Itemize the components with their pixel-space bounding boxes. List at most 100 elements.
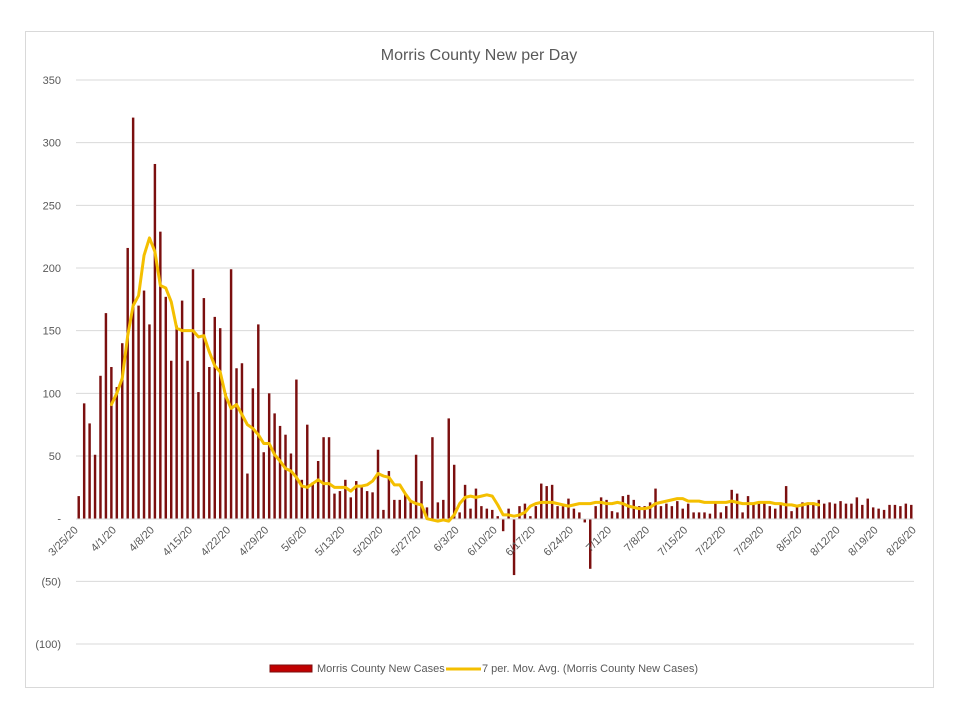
bar <box>382 509 385 519</box>
bar <box>861 504 864 519</box>
bar <box>844 503 848 519</box>
bar <box>665 503 668 519</box>
bar <box>768 506 772 519</box>
legend-label-bars: Morris County New Cases <box>317 663 445 675</box>
bar <box>197 392 200 519</box>
x-tick-label: 7/15/20 <box>656 524 690 558</box>
bar <box>855 497 859 519</box>
bar <box>175 325 178 519</box>
bar <box>240 363 244 519</box>
bar <box>752 503 755 519</box>
bar <box>180 300 184 519</box>
bar <box>267 393 271 519</box>
legend-swatch-bars <box>269 664 313 673</box>
bar <box>779 503 782 519</box>
x-tick-label: 4/15/20 <box>161 524 195 558</box>
y-tick-label: - <box>57 514 61 526</box>
bar <box>784 486 788 519</box>
x-tick-label: 7/22/20 <box>694 524 728 558</box>
bar <box>137 305 140 519</box>
bar <box>322 437 325 519</box>
bar <box>311 482 314 519</box>
bar <box>697 512 701 519</box>
bar <box>306 424 309 519</box>
bar <box>295 379 298 519</box>
bar <box>812 502 815 519</box>
bar <box>229 269 233 519</box>
moving-average-series <box>109 236 821 523</box>
bar <box>235 368 238 519</box>
bar <box>316 461 320 519</box>
bar <box>708 513 712 519</box>
bar <box>93 454 97 519</box>
bar <box>746 496 750 519</box>
y-tick-label: 200 <box>43 263 61 275</box>
bar <box>774 508 777 519</box>
bar <box>594 506 597 519</box>
bar <box>496 516 499 519</box>
bar <box>131 117 135 519</box>
bar <box>463 484 467 519</box>
bar <box>692 512 695 519</box>
y-tick-label: 350 <box>43 75 61 87</box>
bar <box>480 506 483 519</box>
bar <box>899 506 902 519</box>
x-tick-label: 5/27/20 <box>389 524 423 558</box>
bar <box>714 501 717 519</box>
x-tick-label: 6/17/20 <box>503 524 537 558</box>
bar <box>447 418 450 519</box>
bar <box>289 453 293 519</box>
bar <box>458 512 461 519</box>
x-tick-label: 4/8/20 <box>127 524 157 554</box>
x-tick-label: 8/26/20 <box>884 524 918 558</box>
bar <box>801 502 804 519</box>
bar <box>202 298 206 519</box>
bar <box>213 316 216 519</box>
bar <box>583 518 587 523</box>
bar <box>725 506 728 519</box>
x-tick-label: 8/19/20 <box>846 524 880 558</box>
bar <box>452 464 456 519</box>
bar <box>121 343 124 519</box>
bar <box>904 503 908 519</box>
x-tick-label: 7/29/20 <box>732 524 766 558</box>
bar <box>300 479 304 519</box>
bar <box>218 328 222 519</box>
x-tick-label: 6/3/20 <box>432 524 462 554</box>
bar <box>344 479 347 519</box>
bar <box>153 163 157 519</box>
x-tick-label: 5/20/20 <box>351 524 385 558</box>
bar <box>561 506 565 519</box>
bar <box>442 499 445 519</box>
bar <box>605 499 608 519</box>
bar <box>474 488 478 519</box>
bar <box>757 503 761 519</box>
bar <box>572 508 576 519</box>
bar <box>589 518 592 569</box>
bar <box>414 454 418 519</box>
x-axis-ticks: 3/25/20 4/1/20 4/8/20 4/15/20 4/22/20 4/29/20… <box>46 524 918 558</box>
bar <box>387 471 391 519</box>
bar <box>208 367 211 519</box>
bar <box>485 508 489 519</box>
bar <box>790 511 793 519</box>
y-tick-label: 100 <box>43 388 61 400</box>
bar <box>610 511 614 519</box>
bar <box>224 393 227 519</box>
bar <box>703 512 706 519</box>
bar <box>126 247 129 519</box>
bar <box>88 423 91 519</box>
chart-plot: Morris County New per Day 350 300 250 200 15… <box>35 47 919 675</box>
bar <box>257 324 260 519</box>
bar <box>637 506 641 519</box>
bar <box>431 437 434 519</box>
bar <box>888 504 891 519</box>
bar <box>621 496 625 519</box>
bar <box>822 503 826 519</box>
bar <box>735 493 739 519</box>
bar <box>393 499 396 519</box>
bar <box>104 313 108 519</box>
bar <box>284 434 287 519</box>
y-axis-ticks: 350 300 250 200 150 100 50 - (50) (100) <box>35 75 61 651</box>
bar <box>376 449 380 519</box>
